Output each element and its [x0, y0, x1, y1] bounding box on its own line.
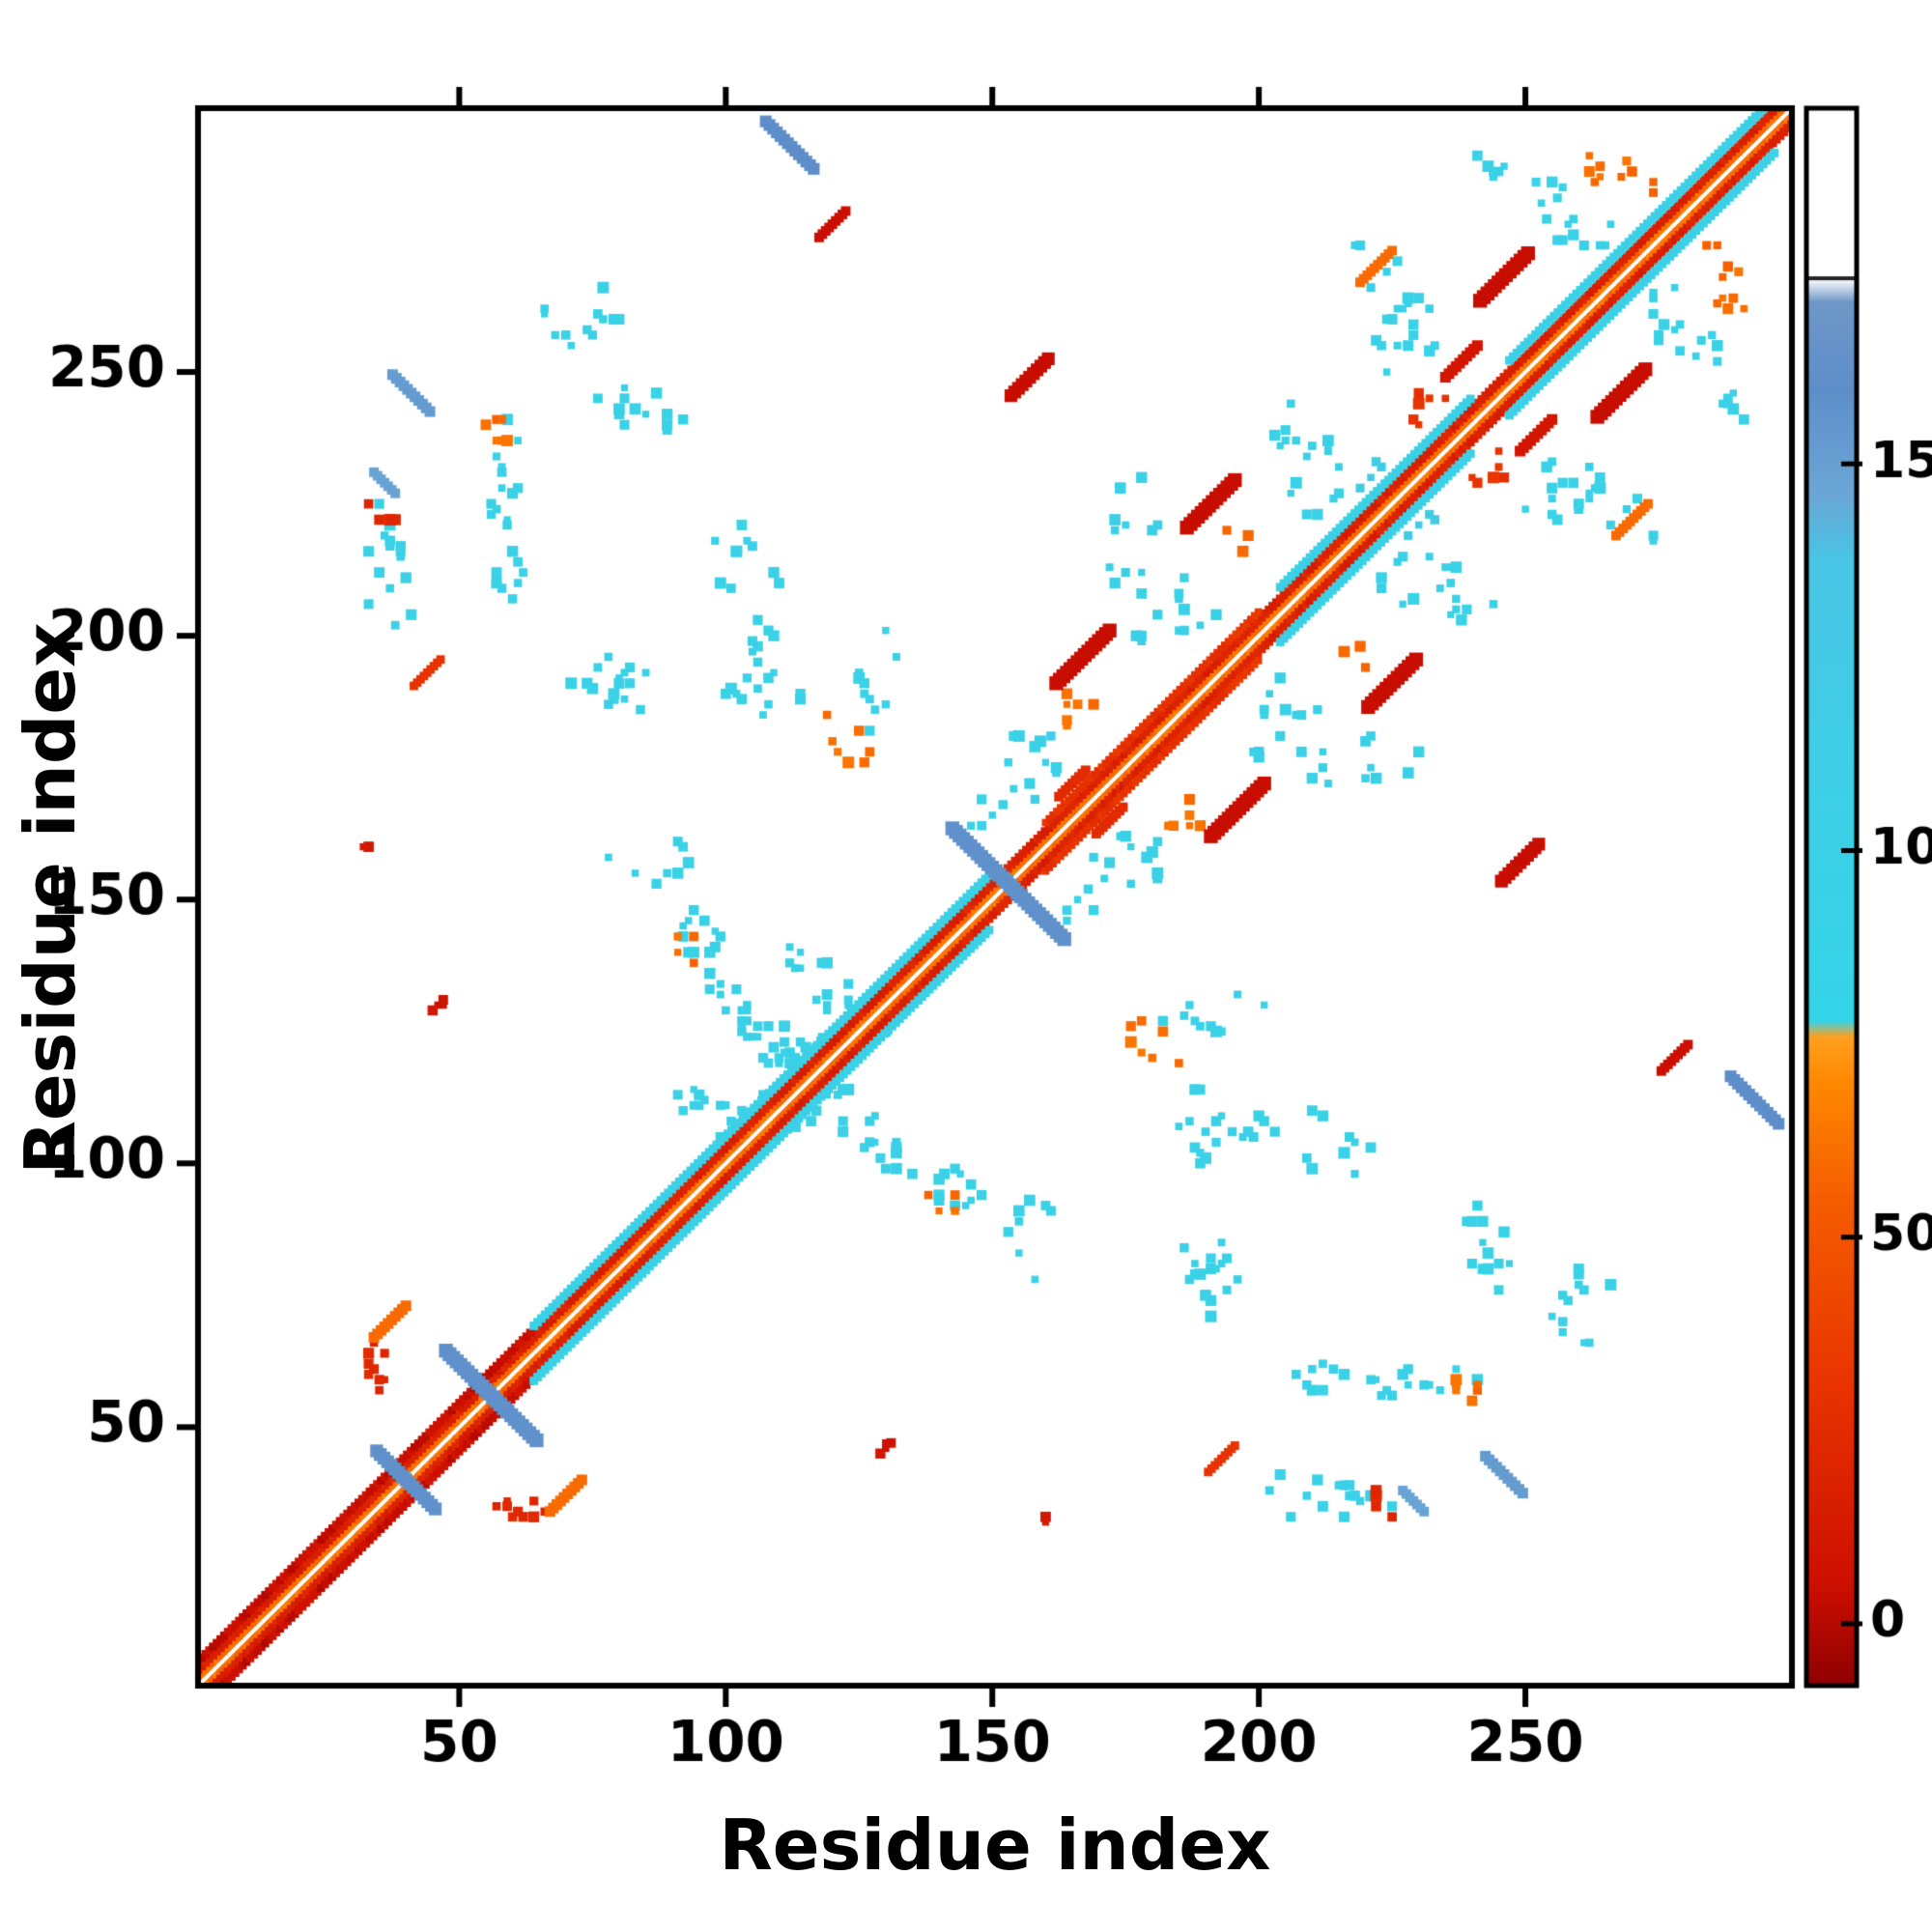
x-axis-title: Residue index — [719, 1804, 1271, 1886]
y-axis-title: Residue index — [10, 622, 91, 1175]
